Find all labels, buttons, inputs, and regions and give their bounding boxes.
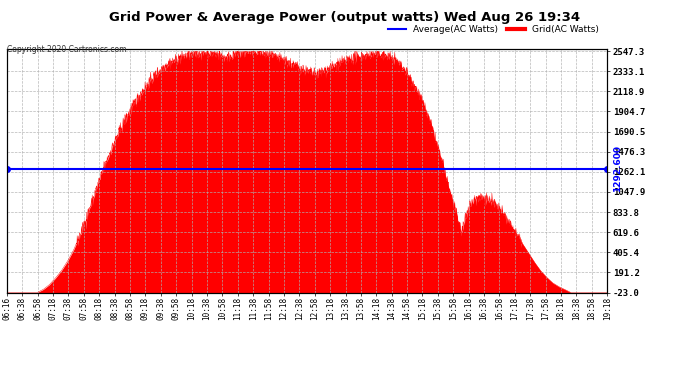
Text: Grid Power & Average Power (output watts) Wed Aug 26 19:34: Grid Power & Average Power (output watts… (110, 11, 580, 24)
Legend: Average(AC Watts), Grid(AC Watts): Average(AC Watts), Grid(AC Watts) (384, 22, 602, 38)
Text: Copyright 2020 Cartronics.com: Copyright 2020 Cartronics.com (7, 45, 126, 54)
Text: 1292.600: 1292.600 (613, 146, 622, 192)
